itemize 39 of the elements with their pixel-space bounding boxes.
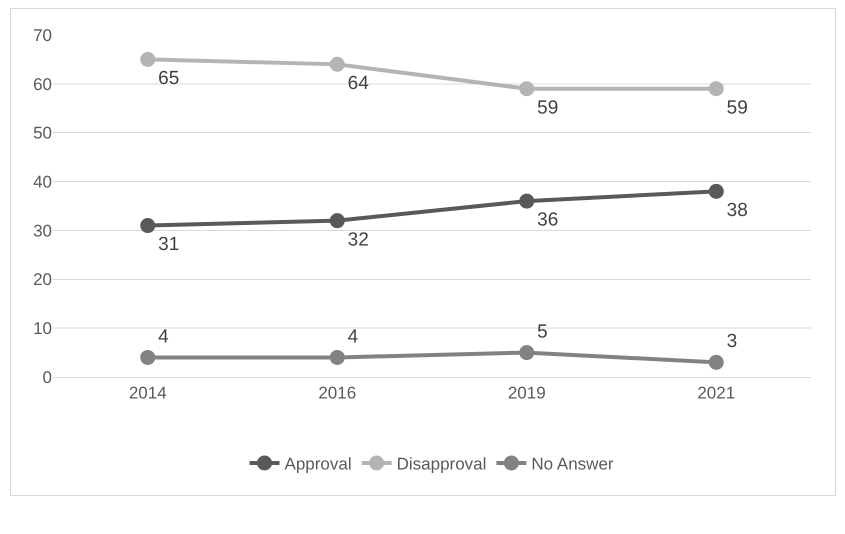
point xyxy=(708,81,724,96)
data-label: 59 xyxy=(726,97,748,118)
y-tick-label: 60 xyxy=(33,74,52,94)
data-label: 36 xyxy=(537,210,558,231)
point xyxy=(140,52,156,67)
y-tick-label: 40 xyxy=(33,172,52,192)
point xyxy=(519,194,534,209)
x-tick-label: 2021 xyxy=(697,383,736,402)
y-tick-label: 20 xyxy=(33,270,52,290)
point xyxy=(140,218,156,234)
data-label: 65 xyxy=(158,68,180,90)
point xyxy=(330,350,345,365)
data-label: 59 xyxy=(537,97,558,118)
x-tick-label: 2019 xyxy=(508,383,546,402)
legend-label: Disapproval xyxy=(396,454,486,474)
data-label: 38 xyxy=(726,200,748,221)
point xyxy=(708,184,724,199)
data-label: 64 xyxy=(348,72,370,94)
point xyxy=(708,354,724,370)
y-tick-label: 30 xyxy=(33,221,52,240)
legend-label: Approval xyxy=(284,454,352,474)
point xyxy=(519,345,534,360)
x-tick-label: 2016 xyxy=(318,383,356,402)
x-tick-label: 2014 xyxy=(128,383,167,402)
y-tick-label: 0 xyxy=(42,368,52,387)
data-label: 5 xyxy=(537,321,548,342)
point xyxy=(330,213,345,228)
data-label: 4 xyxy=(158,326,170,348)
point xyxy=(330,56,345,72)
point xyxy=(519,81,534,96)
legend-label: No Answer xyxy=(531,454,614,474)
data-label: 32 xyxy=(348,229,369,250)
y-tick-label: 70 xyxy=(33,26,52,45)
y-tick-label: 50 xyxy=(33,124,52,143)
data-label: 31 xyxy=(158,234,180,256)
point xyxy=(140,350,156,365)
data-label: 4 xyxy=(348,326,359,348)
y-tick-label: 10 xyxy=(33,319,52,338)
data-label: 3 xyxy=(726,331,738,352)
